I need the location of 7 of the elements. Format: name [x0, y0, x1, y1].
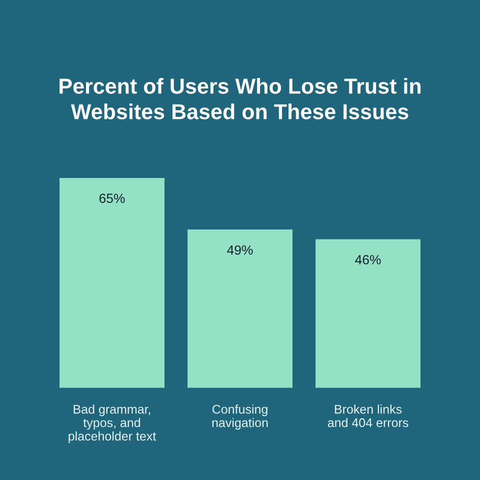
x-tick-label: Confusing navigation	[212, 404, 268, 430]
data-label: 49%	[227, 245, 253, 255]
data-label: 46%	[355, 255, 381, 264]
x-tick-label: Broken links and 404 errors	[328, 404, 408, 428]
x-tick-label: Bad grammar, typos, and placeholder text	[68, 404, 156, 444]
data-label: 65%	[99, 194, 125, 204]
chart-title: Percent of Users Who Lose Trust in Websites Based on These Issues	[60, 78, 421, 120]
